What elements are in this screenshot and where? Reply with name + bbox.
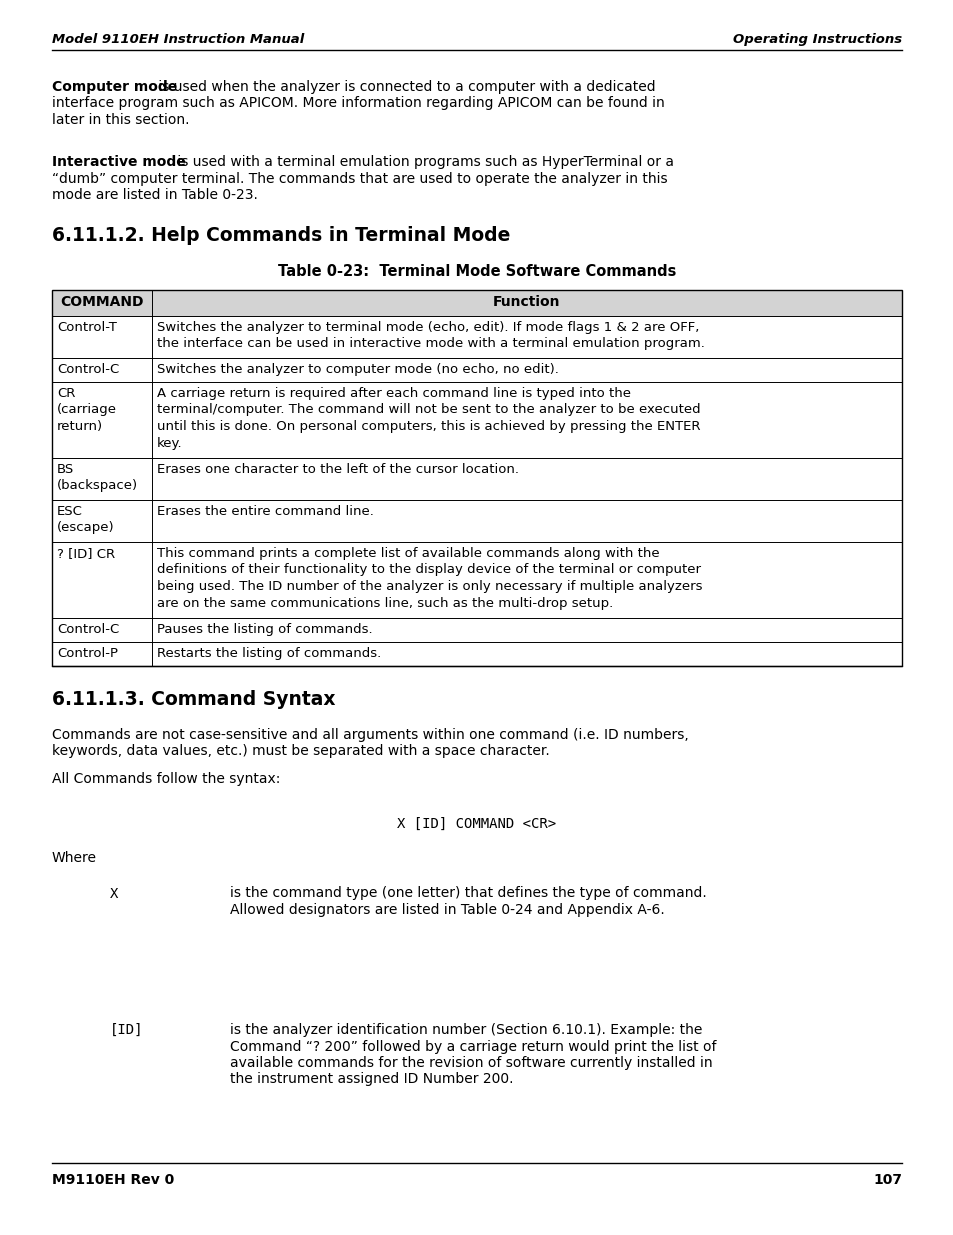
Text: key.: key. bbox=[157, 436, 182, 450]
Text: (backspace): (backspace) bbox=[57, 479, 138, 493]
Text: available commands for the revision of software currently installed in: available commands for the revision of s… bbox=[230, 1056, 712, 1070]
Text: Pauses the listing of commands.: Pauses the listing of commands. bbox=[157, 622, 373, 636]
Text: interface program such as APICOM. More information regarding APICOM can be found: interface program such as APICOM. More i… bbox=[52, 96, 664, 110]
Text: 6.11.1.2. Help Commands in Terminal Mode: 6.11.1.2. Help Commands in Terminal Mode bbox=[52, 226, 510, 245]
Text: being used. The ID number of the analyzer is only necessary if multiple analyzer: being used. The ID number of the analyze… bbox=[157, 580, 701, 593]
Text: ESC: ESC bbox=[57, 505, 83, 517]
Text: BS: BS bbox=[57, 463, 74, 475]
Text: 6.11.1.3. Command Syntax: 6.11.1.3. Command Syntax bbox=[52, 690, 335, 709]
Text: until this is done. On personal computers, this is achieved by pressing the ENTE: until this is done. On personal computer… bbox=[157, 420, 700, 433]
Text: Where: Where bbox=[52, 851, 97, 864]
Text: Command “? 200” followed by a carriage return would print the list of: Command “? 200” followed by a carriage r… bbox=[230, 1040, 716, 1053]
Text: mode are listed in Table 0-23.: mode are listed in Table 0-23. bbox=[52, 188, 257, 203]
Text: X [ID] COMMAND <CR>: X [ID] COMMAND <CR> bbox=[397, 816, 556, 830]
Bar bbox=[52, 290, 901, 316]
Text: COMMAND: COMMAND bbox=[60, 295, 144, 309]
Text: Interactive mode: Interactive mode bbox=[52, 156, 186, 169]
Text: Model 9110EH Instruction Manual: Model 9110EH Instruction Manual bbox=[52, 33, 304, 46]
Text: Switches the analyzer to terminal mode (echo, edit). If mode flags 1 & 2 are OFF: Switches the analyzer to terminal mode (… bbox=[157, 321, 699, 333]
Text: Restarts the listing of commands.: Restarts the listing of commands. bbox=[157, 647, 381, 659]
Text: Erases the entire command line.: Erases the entire command line. bbox=[157, 505, 374, 517]
Text: (escape): (escape) bbox=[57, 521, 114, 535]
Text: Table 0-23:  Terminal Mode Software Commands: Table 0-23: Terminal Mode Software Comma… bbox=[277, 264, 676, 279]
Text: the interface can be used in interactive mode with a terminal emulation program.: the interface can be used in interactive… bbox=[157, 337, 704, 351]
Text: are on the same communications line, such as the multi-drop setup.: are on the same communications line, suc… bbox=[157, 597, 613, 610]
Text: M9110EH Rev 0: M9110EH Rev 0 bbox=[52, 1173, 174, 1187]
Text: “dumb” computer terminal. The commands that are used to operate the analyzer in : “dumb” computer terminal. The commands t… bbox=[52, 172, 667, 185]
Text: CR: CR bbox=[57, 387, 75, 400]
Text: Computer mode: Computer mode bbox=[52, 80, 177, 94]
Text: Switches the analyzer to computer mode (no echo, no edit).: Switches the analyzer to computer mode (… bbox=[157, 363, 558, 375]
Text: Control-C: Control-C bbox=[57, 622, 119, 636]
Text: later in this section.: later in this section. bbox=[52, 112, 190, 127]
Text: Commands are not case-sensitive and all arguments within one command (i.e. ID nu: Commands are not case-sensitive and all … bbox=[52, 727, 688, 742]
Text: Erases one character to the left of the cursor location.: Erases one character to the left of the … bbox=[157, 463, 518, 475]
Text: is used with a terminal emulation programs such as HyperTerminal or a: is used with a terminal emulation progra… bbox=[172, 156, 673, 169]
Text: Operating Instructions: Operating Instructions bbox=[732, 33, 901, 46]
Text: Function: Function bbox=[493, 295, 560, 309]
Text: All Commands follow the syntax:: All Commands follow the syntax: bbox=[52, 773, 280, 787]
Text: ? [ID] CR: ? [ID] CR bbox=[57, 547, 115, 559]
Text: return): return) bbox=[57, 420, 103, 433]
Text: Control-P: Control-P bbox=[57, 647, 118, 659]
Text: [ID]: [ID] bbox=[110, 1023, 143, 1037]
Text: Allowed designators are listed in Table 0-24 and Appendix A-6.: Allowed designators are listed in Table … bbox=[230, 903, 664, 918]
Text: terminal/computer. The command will not be sent to the analyzer to be executed: terminal/computer. The command will not … bbox=[157, 404, 700, 416]
Text: 107: 107 bbox=[872, 1173, 901, 1187]
Text: Control-C: Control-C bbox=[57, 363, 119, 375]
Text: X: X bbox=[110, 887, 118, 900]
Bar bbox=[52, 290, 901, 666]
Text: This command prints a complete list of available commands along with the: This command prints a complete list of a… bbox=[157, 547, 659, 559]
Text: (carriage: (carriage bbox=[57, 404, 117, 416]
Text: is the analyzer identification number (Section 6.10.1). Example: the: is the analyzer identification number (S… bbox=[230, 1023, 701, 1037]
Text: is the command type (one letter) that defines the type of command.: is the command type (one letter) that de… bbox=[230, 887, 706, 900]
Text: A carriage return is required after each command line is typed into the: A carriage return is required after each… bbox=[157, 387, 630, 400]
Text: Control-T: Control-T bbox=[57, 321, 117, 333]
Text: definitions of their functionality to the display device of the terminal or comp: definitions of their functionality to th… bbox=[157, 563, 700, 577]
Text: the instrument assigned ID Number 200.: the instrument assigned ID Number 200. bbox=[230, 1072, 513, 1087]
Text: keywords, data values, etc.) must be separated with a space character.: keywords, data values, etc.) must be sep… bbox=[52, 745, 549, 758]
Text: is used when the analyzer is connected to a computer with a dedicated: is used when the analyzer is connected t… bbox=[153, 80, 655, 94]
